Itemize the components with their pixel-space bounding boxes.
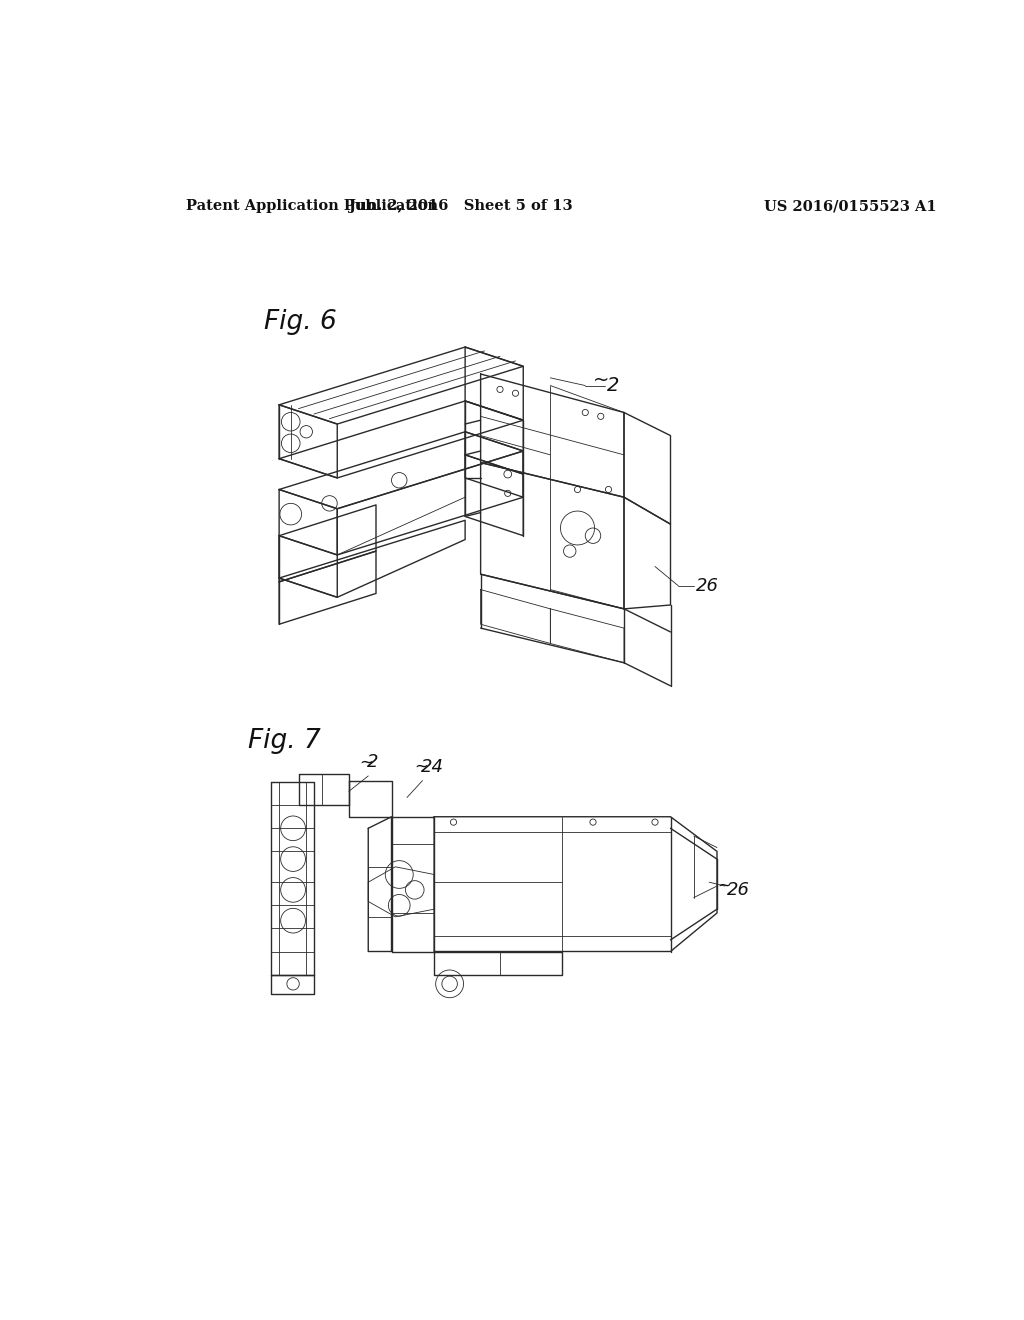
Text: ~: ~ [359,754,373,771]
Text: 2: 2 [607,376,620,395]
Text: 26: 26 [727,880,750,899]
Text: 24: 24 [421,758,444,776]
Text: Fig. 7: Fig. 7 [248,729,321,754]
Text: ~: ~ [717,876,731,894]
Text: ~: ~ [593,371,609,389]
Text: Jun. 2, 2016   Sheet 5 of 13: Jun. 2, 2016 Sheet 5 of 13 [349,199,573,213]
Text: ~: ~ [415,758,429,776]
Text: US 2016/0155523 A1: US 2016/0155523 A1 [764,199,936,213]
Text: 2: 2 [367,754,378,771]
Text: Fig. 6: Fig. 6 [263,309,336,334]
Text: Patent Application Publication: Patent Application Publication [186,199,438,213]
Text: 26: 26 [696,577,719,595]
